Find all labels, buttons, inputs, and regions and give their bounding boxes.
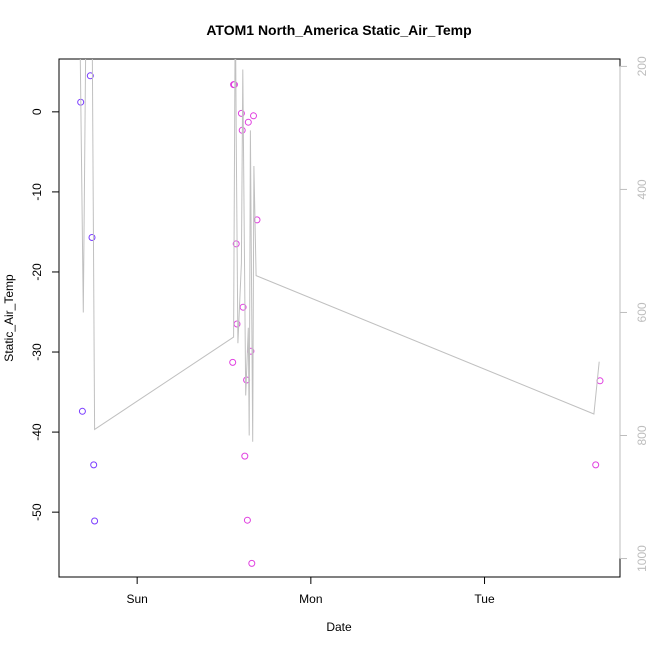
y-tick-label: 0	[30, 108, 44, 115]
y-tick-label: -30	[30, 343, 44, 361]
series-line	[79, 59, 600, 442]
data-point	[250, 112, 257, 120]
data-point	[229, 358, 237, 366]
data-point	[244, 118, 252, 126]
y2-tick-label: 1000	[635, 545, 649, 572]
data-point	[232, 240, 240, 248]
data-point	[248, 559, 256, 567]
data-point	[237, 109, 245, 117]
data-point	[78, 407, 86, 415]
y-tick-label: -10	[30, 183, 44, 201]
data-point	[243, 516, 251, 524]
x-tick-label: Sun	[126, 592, 147, 606]
plot-frame	[58, 58, 621, 578]
y2-tick-label: 600	[635, 302, 649, 322]
data-point	[592, 461, 600, 469]
data-point	[90, 461, 98, 469]
y2-tick-label: 400	[635, 179, 649, 199]
data-point	[239, 303, 247, 311]
x-tick-label: Mon	[299, 592, 322, 606]
y2-tick-label: 800	[635, 425, 649, 445]
axes-layer: Sun Mon Tue 0 -10 -20 -30 -40 -50 200 400 600 800 100…	[30, 56, 649, 606]
data-point	[88, 234, 96, 241]
data-point	[86, 72, 94, 80]
plot-layer	[77, 59, 604, 567]
y-axis-label: Static_Air_Temp	[2, 274, 16, 362]
y-tick-label: -20	[30, 263, 44, 281]
data-point	[241, 452, 249, 460]
x-tick-label: Tue	[474, 592, 495, 606]
chart-title: ATOM1 North_America Static_Air_Temp	[206, 22, 471, 38]
y-tick-label: -40	[30, 423, 44, 441]
y2-tick-label: 200	[635, 56, 649, 76]
y-tick-label: -50	[30, 503, 44, 521]
x-axis-label: Date	[326, 620, 352, 634]
data-point	[91, 517, 99, 525]
